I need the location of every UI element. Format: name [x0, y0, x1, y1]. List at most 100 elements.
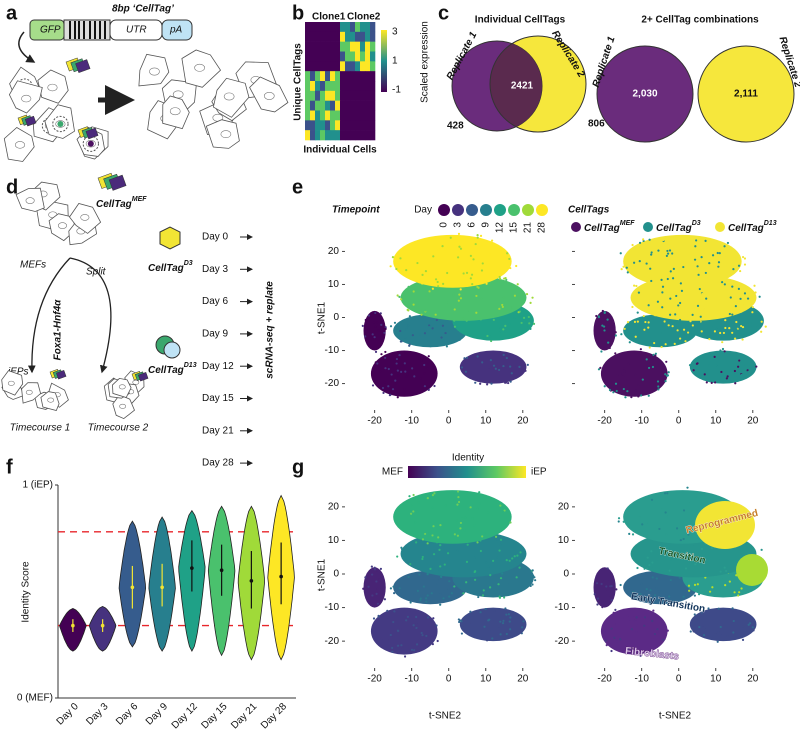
axis-label: Unique CellTags — [293, 43, 304, 121]
clone-label: Clone2 — [347, 12, 381, 23]
cell-point — [421, 282, 424, 285]
day-label: Day 0 — [202, 232, 229, 243]
cell-point — [635, 284, 638, 288]
cell-point — [453, 533, 456, 536]
cell-point — [704, 239, 707, 242]
cell-point — [606, 382, 610, 385]
cell-point — [660, 278, 663, 282]
cell-point — [699, 612, 702, 615]
cell-point — [392, 585, 395, 588]
venn-circle — [596, 45, 694, 143]
heatmap-cell — [315, 130, 321, 141]
cell-point — [661, 243, 664, 246]
cell-point — [661, 306, 664, 309]
cell-point — [507, 613, 511, 616]
cell-point — [649, 315, 652, 318]
cell-point — [654, 586, 658, 590]
cell-point — [609, 596, 612, 599]
cell-nucleus — [47, 397, 55, 403]
cell-point — [666, 252, 670, 255]
cell-point — [724, 318, 727, 322]
cell-point — [701, 248, 704, 251]
cell-point — [726, 283, 730, 286]
y-tick-label: 0 — [333, 312, 339, 323]
cell-point — [489, 574, 492, 577]
cell-point — [395, 324, 399, 327]
cell-point — [606, 361, 610, 364]
cell-point — [416, 304, 419, 307]
cell-point — [682, 265, 685, 269]
cell-point — [739, 269, 742, 273]
cell-point — [504, 381, 507, 384]
y-tick-label: -10 — [325, 602, 340, 613]
cell-point — [423, 385, 427, 388]
cell-point — [603, 329, 606, 332]
heatmap-cell — [350, 120, 356, 131]
cell-point — [460, 620, 463, 623]
cell-point — [725, 255, 728, 258]
cell-point — [482, 589, 485, 592]
heatmap-cell — [310, 22, 316, 33]
cell-point — [608, 323, 611, 327]
cell-point — [502, 510, 505, 514]
cell-point — [386, 609, 389, 612]
cell-point — [374, 350, 378, 353]
cell-point — [691, 574, 695, 577]
cell-point — [461, 516, 464, 520]
cell-point — [643, 624, 646, 627]
cell-point — [622, 375, 625, 378]
segment-label: pA — [169, 25, 183, 36]
cell-point — [473, 524, 476, 527]
cell-nucleus — [25, 197, 35, 204]
legend-label: 0 — [439, 222, 450, 228]
cell-point — [658, 590, 661, 593]
cell-point — [660, 542, 663, 546]
cell-point — [384, 327, 387, 331]
cell-point — [498, 596, 502, 599]
cell-point — [421, 557, 424, 561]
heatmap-cell — [330, 61, 336, 72]
cell-point — [597, 315, 600, 318]
cell-point — [645, 262, 648, 265]
cell-point — [602, 346, 605, 350]
cell-point — [607, 578, 611, 581]
cell-point — [528, 322, 531, 325]
cell-point — [502, 296, 506, 299]
cell-point — [728, 254, 731, 257]
cell-point — [400, 644, 403, 647]
heatmap-cell — [325, 31, 331, 42]
cell-point — [748, 304, 751, 307]
cell-point — [654, 354, 657, 357]
cell-point — [428, 281, 431, 284]
cell-point — [737, 287, 740, 290]
cell-point — [696, 583, 699, 586]
heatmap-cell — [365, 71, 371, 82]
cell-point — [662, 238, 665, 242]
cell-point — [377, 329, 380, 332]
cell-point — [692, 580, 695, 583]
cell-point — [645, 285, 648, 288]
x-tick-label: Day 3 — [84, 701, 111, 728]
cell-point — [597, 343, 600, 346]
cell-point — [657, 388, 660, 391]
cell-point — [679, 282, 682, 285]
cell-point — [623, 370, 626, 373]
heatmap-cell — [370, 51, 376, 62]
cell-point — [705, 372, 708, 376]
cell-point — [668, 249, 672, 252]
cell-point — [480, 244, 483, 248]
heatmap-cell — [355, 61, 361, 72]
cell-point — [666, 249, 669, 253]
cell-point — [509, 365, 512, 368]
cell-point — [634, 373, 637, 376]
cell-point — [375, 580, 378, 583]
cell-point — [696, 362, 699, 365]
arrow — [18, 31, 36, 63]
cell-point — [447, 587, 450, 590]
heatmap-cell — [365, 100, 371, 111]
cell-point — [532, 322, 536, 325]
cell-point — [726, 634, 729, 637]
cell-point — [371, 333, 374, 336]
tag-text: CellTag — [148, 263, 184, 274]
legend-swatch — [571, 222, 581, 232]
